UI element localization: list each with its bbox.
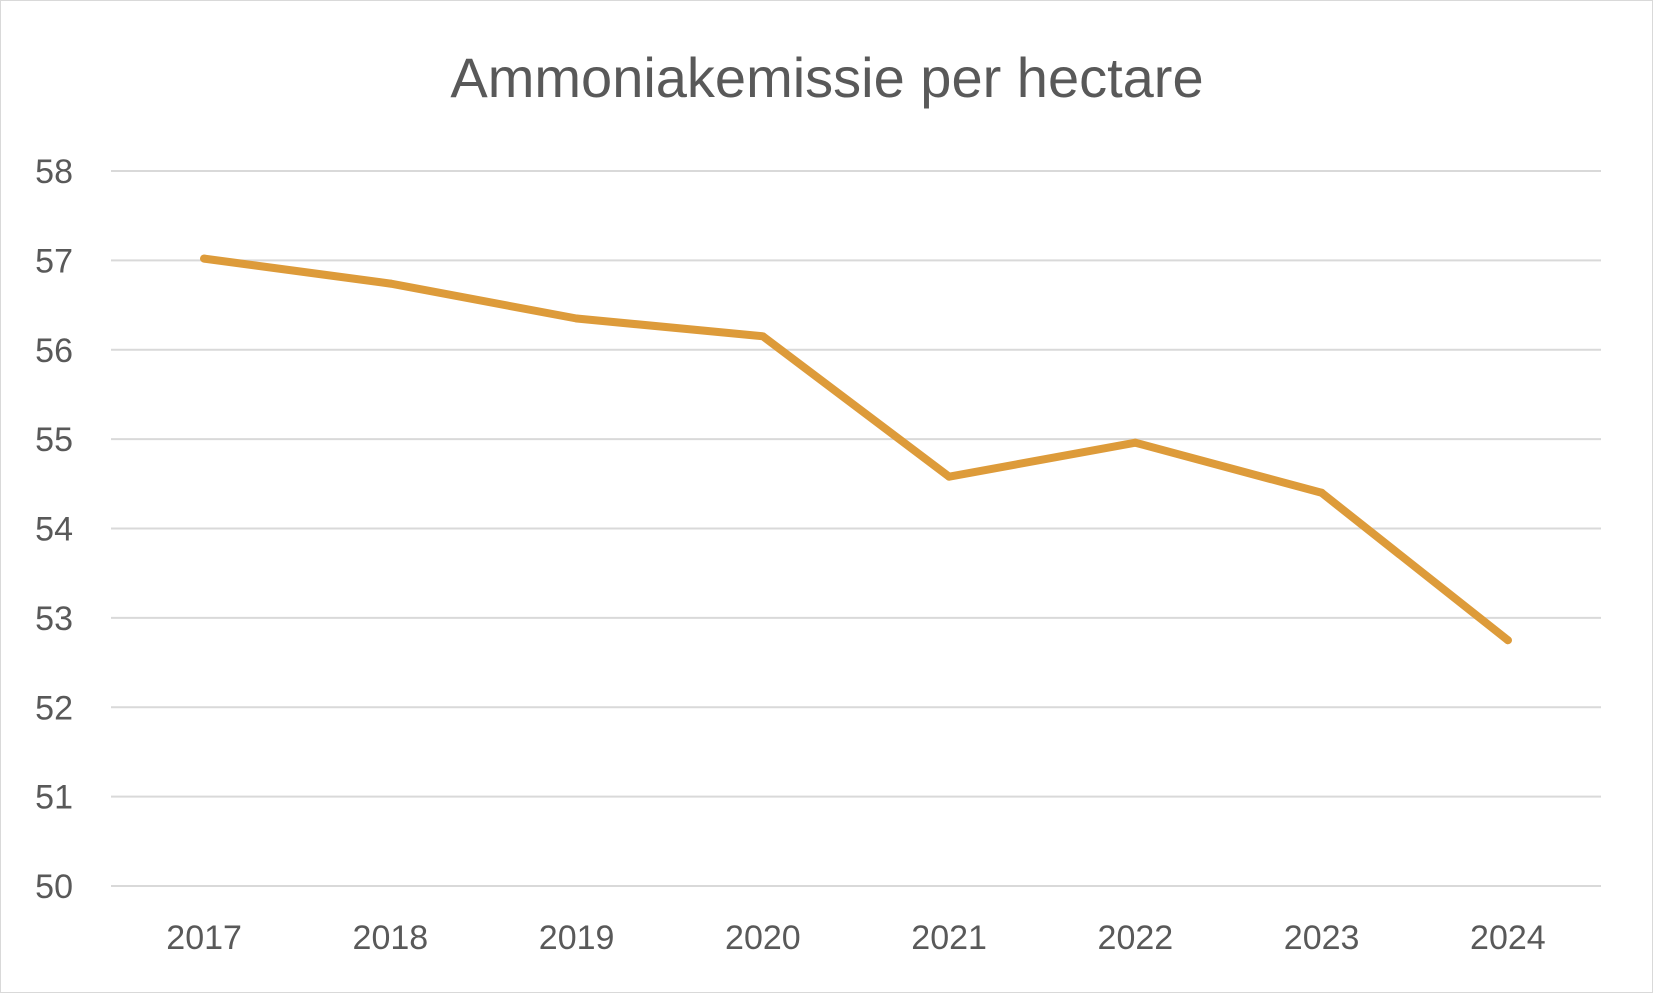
x-axis: 2017 2018 2019 2020 2021 2022 2023 2024 — [166, 919, 1545, 957]
x-tick-label: 2023 — [1284, 919, 1360, 957]
chart-title: Ammoniakemissie per hectare — [450, 46, 1203, 109]
y-tick-label: 56 — [35, 332, 73, 370]
x-tick-label: 2020 — [725, 919, 801, 957]
y-tick-label: 52 — [35, 689, 73, 727]
data-point-2023 — [1317, 488, 1326, 497]
y-tick-label: 54 — [35, 511, 73, 549]
y-tick-label: 51 — [35, 779, 73, 817]
y-tick-label: 58 — [35, 153, 73, 191]
y-tick-label: 57 — [35, 242, 73, 280]
y-tick-label: 53 — [35, 600, 73, 638]
gridlines — [111, 170, 1601, 887]
series-layer — [200, 254, 1512, 645]
y-tick-label: 55 — [35, 421, 73, 459]
y-axis: 50 51 52 53 54 55 56 57 58 — [35, 153, 73, 906]
x-tick-label: 2018 — [353, 919, 429, 957]
x-tick-label: 2024 — [1470, 919, 1546, 957]
data-point-2018 — [386, 279, 395, 288]
x-tick-label: 2022 — [1098, 919, 1174, 957]
y-tick-label: 50 — [35, 868, 73, 906]
series-line-0 — [200, 254, 1512, 645]
x-tick-label: 2021 — [911, 919, 987, 957]
data-point-2022 — [1131, 438, 1140, 447]
data-point-2017 — [200, 254, 209, 263]
x-tick-label: 2019 — [539, 919, 615, 957]
data-point-2020 — [758, 332, 767, 341]
x-tick-label: 2017 — [166, 919, 242, 957]
data-point-2021 — [945, 472, 954, 481]
data-point-2024 — [1503, 636, 1512, 645]
data-point-2019 — [572, 314, 581, 323]
